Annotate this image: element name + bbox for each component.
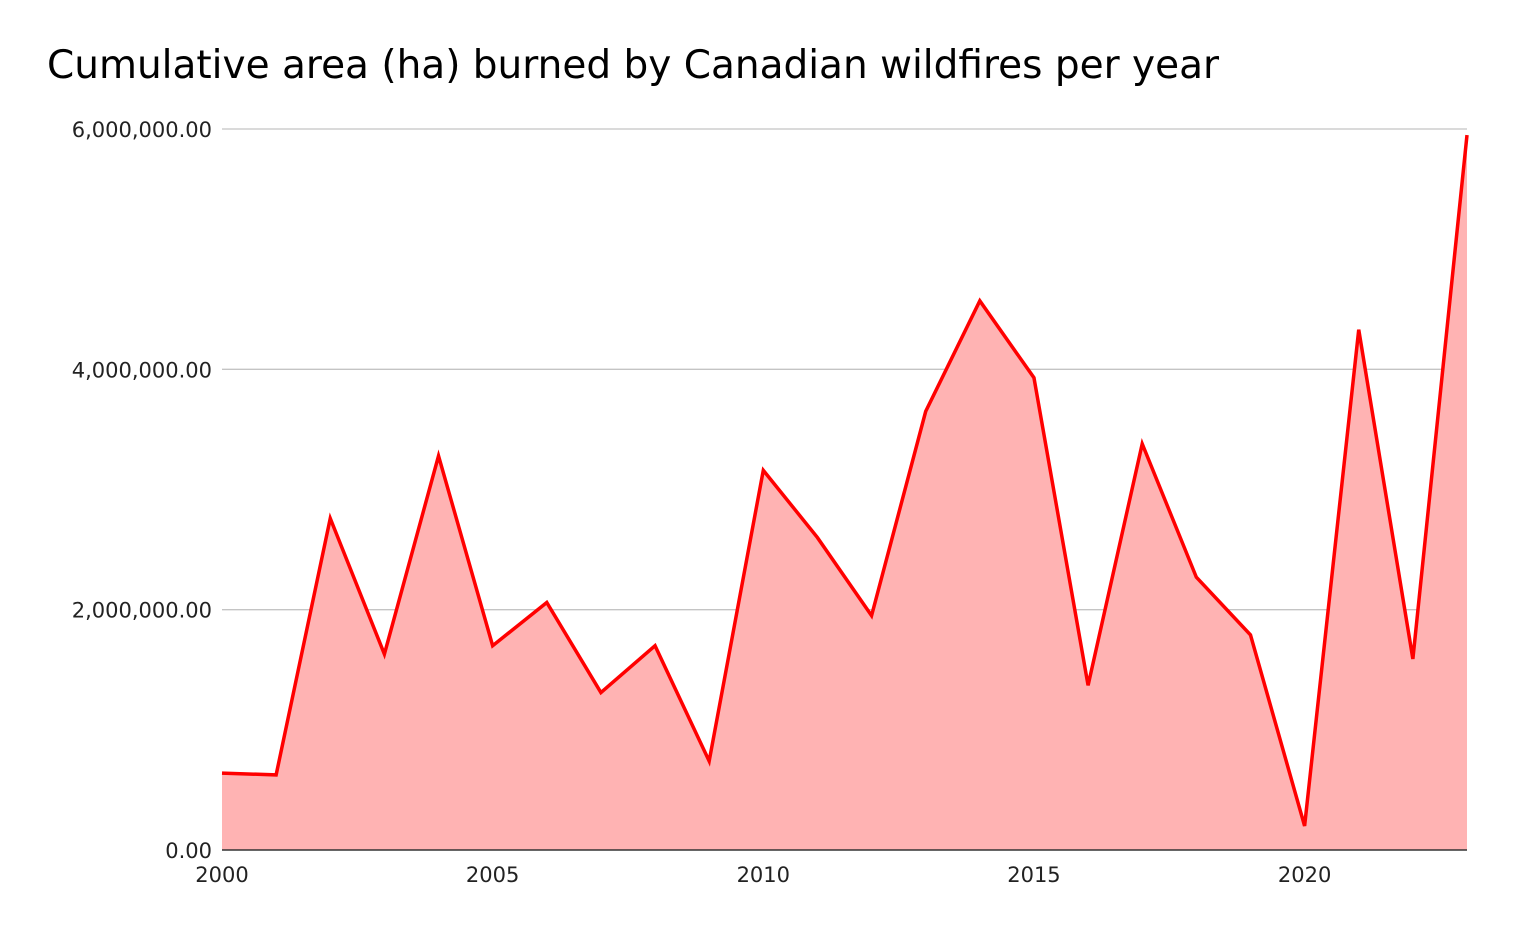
x-tick-label-1: 2005 <box>466 863 519 887</box>
x-tick-label-4: 2020 <box>1278 863 1331 887</box>
grid-lines <box>222 128 1467 611</box>
y-axis-ticks: 0.00 2,000,000.00 4,000,000.00 6,000,000.00 <box>72 118 212 863</box>
x-tick-label-2: 2010 <box>737 863 790 887</box>
y-tick-label-3: 6,000,000.00 <box>72 118 212 142</box>
y-tick-label-1: 2,000,000.00 <box>72 599 212 623</box>
area-fill <box>222 135 1467 851</box>
chart-title: Cumulative area (ha) burned by Canadian … <box>47 43 1220 88</box>
series-line <box>221 134 1469 827</box>
y-tick-label-2: 4,000,000.00 <box>72 358 212 382</box>
x-tick-label-3: 2015 <box>1007 863 1060 887</box>
y-tick-label-0: 0.00 <box>165 839 212 863</box>
area-series <box>221 134 1469 851</box>
x-axis-ticks: 2000 2005 2010 2015 2020 <box>195 863 1331 887</box>
x-tick-label-0: 2000 <box>195 863 248 887</box>
